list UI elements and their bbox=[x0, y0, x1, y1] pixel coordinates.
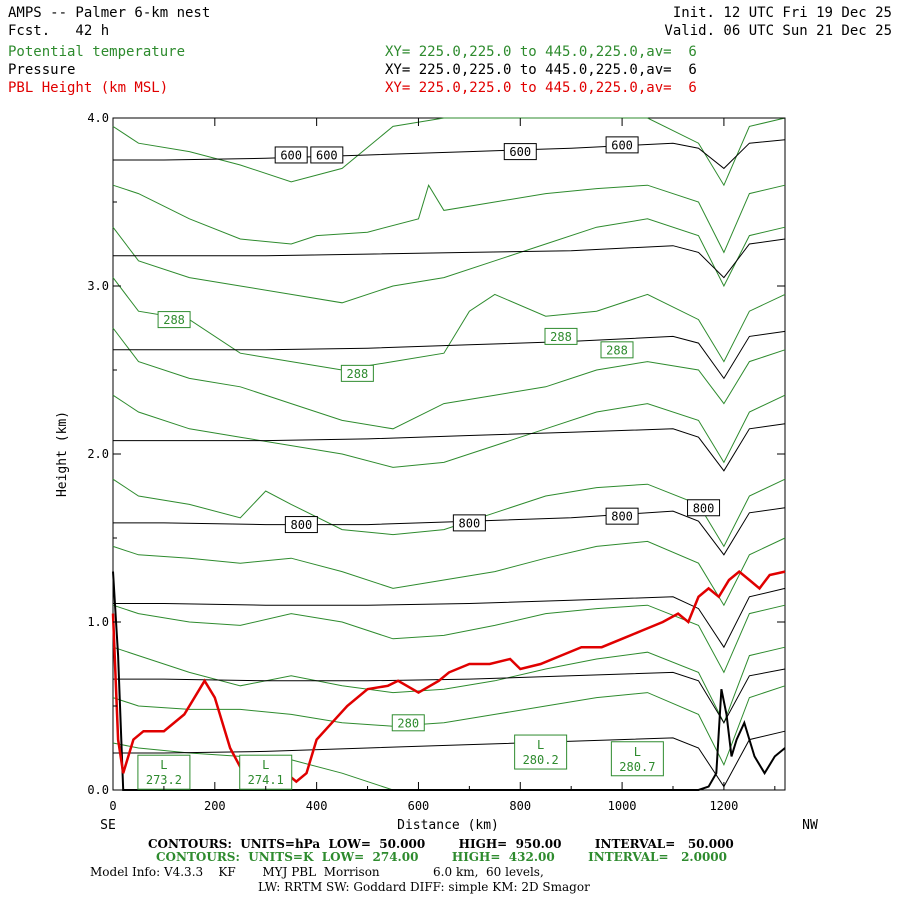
theta-label-3: 288 bbox=[606, 343, 628, 357]
pressure-contour-850 bbox=[113, 587, 786, 649]
pressure-label-0: 600 bbox=[280, 148, 302, 162]
theta-contour-3 bbox=[112, 277, 786, 371]
low-label-value-1: 274.1 bbox=[248, 773, 284, 787]
pressure-label-1-box bbox=[310, 146, 344, 164]
theta-contour-9 bbox=[112, 646, 786, 725]
pressure-label-7-box bbox=[687, 499, 721, 517]
footer-pressure-contours: CONTOURS: UNITS=hPa LOW= 50.000 HIGH= 95… bbox=[148, 837, 734, 851]
y-tick-label-3: 3.0 bbox=[87, 279, 109, 293]
footer-model-info: Model Info: V4.3.3 KF MYJ PBL Morrison 6… bbox=[90, 865, 544, 879]
low-label-box-3 bbox=[610, 741, 664, 777]
valid-time: Valid. 06 UTC Sun 21 Dec 25 bbox=[664, 23, 892, 39]
pressure-contour-950 bbox=[113, 730, 786, 788]
x-tick-label-4: 800 bbox=[509, 799, 531, 813]
pbl-height-path bbox=[111, 569, 786, 784]
field-xy-pbl: XY= 225.0,225.0 to 445.0,225.0,av= 6 bbox=[385, 80, 697, 96]
low-label-box-1 bbox=[239, 754, 293, 790]
theta-contour-0 bbox=[112, 117, 786, 187]
theta-contour-5 bbox=[112, 394, 786, 468]
forecast-hour: Fcst. 42 h bbox=[8, 23, 110, 39]
low-label-letter-2: L bbox=[537, 738, 544, 752]
theta-label-2-box bbox=[544, 327, 578, 345]
theta-contour-8 bbox=[112, 604, 786, 674]
theta-label-0: 288 bbox=[163, 313, 185, 327]
theta-label-2: 288 bbox=[550, 330, 572, 344]
pressure-label-7: 800 bbox=[693, 501, 715, 515]
y-tick-label-4: 4.0 bbox=[87, 111, 109, 125]
x-left-direction-label: SE bbox=[100, 818, 116, 833]
pbl-height-line bbox=[111, 569, 786, 784]
theta-label-0-box bbox=[157, 311, 191, 329]
low-label-letter-1: L bbox=[262, 758, 269, 772]
y-tick-label-2: 2.0 bbox=[87, 447, 109, 461]
pressure-label-3-box bbox=[605, 136, 639, 154]
low-label-value-3: 280.7 bbox=[619, 760, 655, 774]
y-tick-label-1: 1.0 bbox=[87, 615, 109, 629]
theta-label-1: 288 bbox=[347, 367, 369, 381]
theta-contour-4 bbox=[112, 327, 786, 430]
chart-title: AMPS -- Palmer 6-km nest bbox=[8, 5, 211, 21]
low-label-letter-0: L bbox=[160, 758, 167, 772]
pressure-label-5-box bbox=[452, 514, 486, 532]
x-tick-label-3: 600 bbox=[408, 799, 430, 813]
field-xy-pressure: XY= 225.0,225.0 to 445.0,225.0,av= 6 bbox=[385, 62, 697, 78]
x-axis-label: Distance (km) bbox=[397, 818, 499, 833]
pressure-contour-700 bbox=[113, 330, 786, 380]
field-label-pbl: PBL Height (km MSL) bbox=[8, 80, 169, 96]
pressure-label-4-box bbox=[284, 516, 318, 534]
terrain-line bbox=[112, 571, 786, 791]
pressure-label-3: 600 bbox=[611, 138, 633, 152]
y-axis-label: Height (km) bbox=[55, 411, 70, 497]
footer-theta-contours: CONTOURS: UNITS=K LOW= 274.00 HIGH= 432.… bbox=[156, 850, 727, 864]
pressure-label-6-box bbox=[605, 507, 639, 525]
theta-label-3-box bbox=[600, 341, 634, 359]
low-label-box-0 bbox=[137, 754, 191, 790]
x-right-direction-label: NW bbox=[802, 818, 818, 833]
x-tick-label-1: 200 bbox=[204, 799, 226, 813]
theta-contour-10 bbox=[112, 685, 786, 767]
pressure-label-2-box bbox=[503, 143, 537, 161]
pressure-label-4: 800 bbox=[291, 518, 313, 532]
x-tick-label-6: 1200 bbox=[709, 799, 738, 813]
theta-contours bbox=[112, 117, 786, 791]
low-label-value-2: 280.2 bbox=[523, 753, 559, 767]
theta-contour-7 bbox=[112, 537, 786, 607]
pressure-label-5: 800 bbox=[459, 516, 481, 530]
x-tick-label-2: 400 bbox=[306, 799, 328, 813]
pressure-label-6: 800 bbox=[611, 510, 633, 524]
field-xy-theta: XY= 225.0,225.0 to 445.0,225.0,av= 6 bbox=[385, 44, 697, 60]
field-label-pressure: Pressure bbox=[8, 62, 76, 78]
pressure-contour-800 bbox=[113, 507, 786, 556]
terrain-path bbox=[112, 571, 786, 791]
pressure-label-2: 600 bbox=[509, 145, 531, 159]
theta-contour-2 bbox=[112, 218, 786, 304]
theta-contour-1 bbox=[112, 183, 786, 254]
theta-label-4: 280 bbox=[397, 716, 419, 730]
low-label-value-0: 273.2 bbox=[146, 773, 182, 787]
pressure-contour-750 bbox=[113, 423, 786, 472]
pressure-contours bbox=[113, 139, 786, 788]
pressure-contour-650 bbox=[113, 238, 786, 279]
contour-labels: 600 600 600 600 800 800 800 800 288 288 288 288 280 L… bbox=[137, 136, 721, 790]
x-tick-label-0: 0 bbox=[109, 799, 116, 813]
x-tick-label-5: 1000 bbox=[608, 799, 637, 813]
theta-label-4-box bbox=[391, 714, 425, 732]
theta-contour-6 bbox=[112, 478, 786, 548]
axes: 0 200 400 600 800 1000 1200 0.0 1.0 2.0 3.0 4.0 bbox=[87, 111, 785, 813]
pressure-contour-600 bbox=[113, 139, 786, 170]
y-tick-label-0: 0.0 bbox=[87, 783, 109, 797]
low-label-letter-3: L bbox=[634, 745, 641, 759]
low-label-box-2 bbox=[514, 734, 568, 770]
footer-physics-info: LW: RRTM SW: Goddard DIFF: simple KM: 2D… bbox=[258, 880, 590, 894]
plot-frame bbox=[112, 117, 786, 791]
pressure-label-0-box bbox=[274, 146, 308, 164]
theta-label-1-box bbox=[340, 364, 374, 382]
field-label-theta: Potential temperature bbox=[8, 44, 186, 60]
pressure-label-1: 600 bbox=[316, 148, 338, 162]
pressure-contour-900 bbox=[113, 668, 786, 724]
init-time: Init. 12 UTC Fri 19 Dec 25 bbox=[672, 5, 892, 21]
